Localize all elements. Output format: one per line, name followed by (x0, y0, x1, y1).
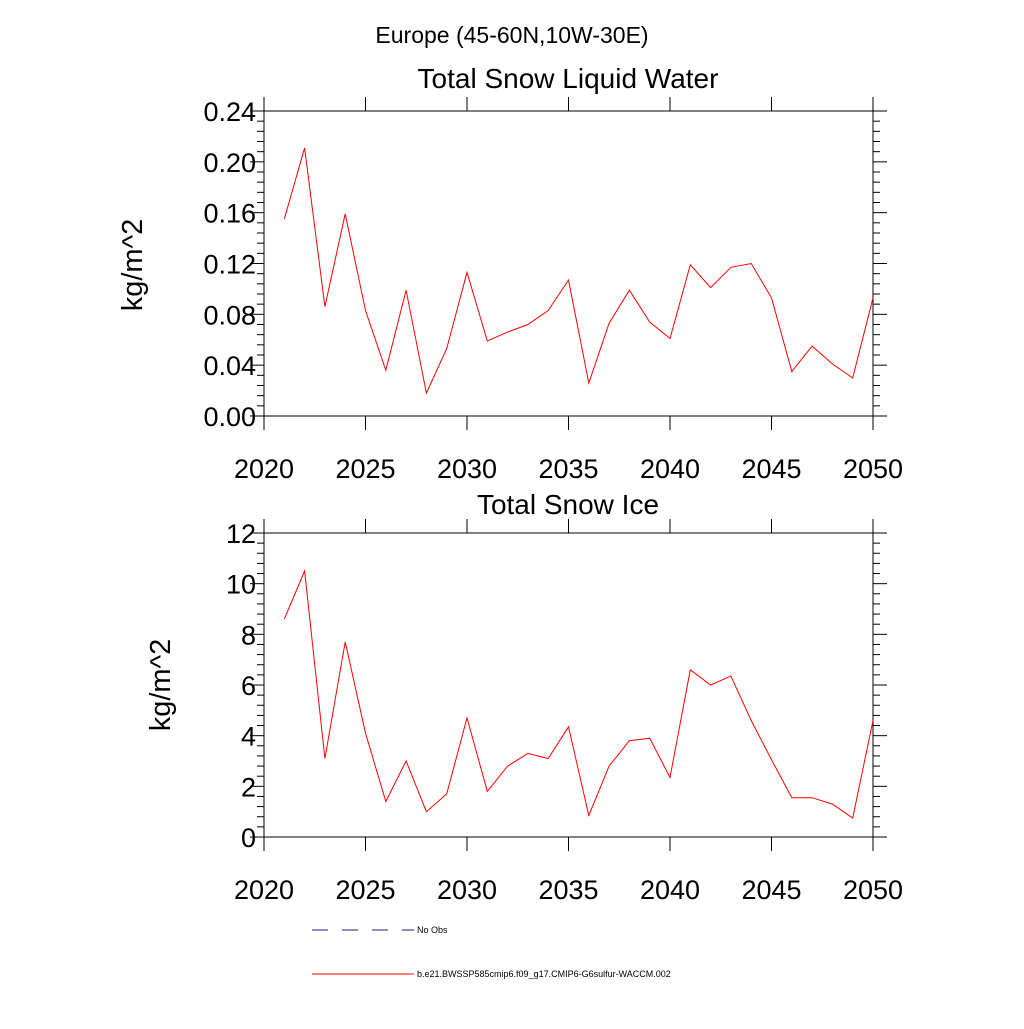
x-tick-label: 2030 (437, 875, 497, 905)
plot-frame (263, 532, 874, 838)
y-tick-label: 0.16 (203, 199, 256, 229)
x-tick-label: 2020 (234, 875, 294, 905)
y-tick-label: 0 (241, 823, 256, 853)
legend-label: b.e21.BWSSP585cmip6.f09_g17.CMIP6-G6sulf… (417, 969, 671, 979)
chart-panel-snow-ice: Total Snow Ice kg/m^2 2020 2025 2030 2035 20… (145, 489, 903, 905)
x-tick-label: 2045 (741, 454, 801, 484)
y-tick-label: 8 (241, 620, 256, 650)
y-tick-label: 0.12 (203, 250, 256, 280)
y-tick-label: 2 (241, 772, 256, 802)
x-tick-label: 2050 (843, 875, 903, 905)
figure-suptitle: Europe (45-60N,10W-30E) (375, 22, 648, 48)
x-tick-label: 2040 (640, 454, 700, 484)
y-tick-label: 0.04 (203, 351, 256, 381)
y-tick-label: 0.24 (203, 97, 256, 127)
x-tick-label: 2040 (640, 875, 700, 905)
x-tick-label: 2045 (741, 875, 801, 905)
x-tick-label: 2025 (335, 454, 395, 484)
y-tick-label: 0.08 (203, 300, 256, 330)
chart-panel-snow-liquid-water: Total Snow Liquid Water kg/m^2 2020 2025 2… (117, 63, 903, 484)
y-tick-label: 6 (241, 671, 256, 701)
x-tick-label: 2030 (437, 454, 497, 484)
y-tick-label: 4 (241, 722, 256, 752)
legend-entry-no-obs: No Obs (312, 925, 448, 935)
y-tick-label: 0.00 (203, 402, 256, 432)
x-tick-label: 2020 (234, 454, 294, 484)
y-axis-label: kg/m^2 (117, 219, 149, 312)
x-tick-label: 2025 (335, 875, 395, 905)
legend-label: No Obs (417, 925, 448, 935)
plot-area: 2020 2025 2030 2035 2040 2045 2050 0.00 0.04 0.08… (203, 97, 903, 484)
x-tick-label: 2035 (538, 875, 598, 905)
plot-area: 2020 2025 2030 2035 2040 2045 2050 0 2 4 6 8 10 12 (226, 519, 903, 905)
y-tick-label: 0.20 (203, 148, 256, 178)
chart-title: Total Snow Ice (477, 489, 659, 520)
x-tick-label: 2050 (843, 454, 903, 484)
y-tick-label: 12 (226, 519, 256, 549)
chart-title: Total Snow Liquid Water (418, 63, 719, 94)
series-line (283, 569, 874, 819)
x-tick-label: 2035 (538, 454, 598, 484)
legend-entry-model-run: b.e21.BWSSP585cmip6.f09_g17.CMIP6-G6sulf… (312, 969, 671, 979)
y-tick-label: 10 (226, 570, 256, 600)
legend: No Obs b.e21.BWSSP585cmip6.f09_g17.CMIP6… (312, 925, 671, 979)
y-axis-label: kg/m^2 (145, 639, 177, 732)
series-line (283, 147, 874, 395)
